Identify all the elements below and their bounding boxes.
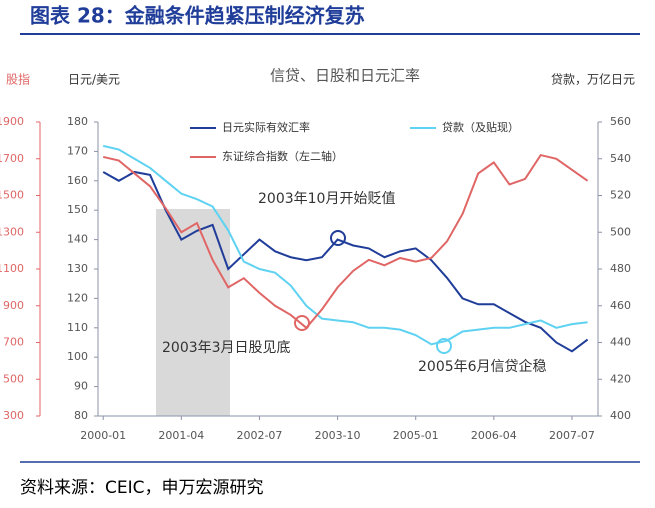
y2-tick-label: 480 (610, 262, 631, 275)
series-line (102, 170, 589, 353)
x-tick-label: 2005-01 (393, 429, 439, 442)
y3-tick-label: 500 (3, 372, 24, 385)
y3-label: 股指 (6, 72, 30, 87)
y2-tick-label: 520 (610, 189, 631, 202)
y2-label: 贷款，万亿日元 (551, 72, 635, 87)
y-tick-label: 100 (67, 350, 88, 363)
x-tick-label: 2000-01 (80, 429, 126, 442)
annotation-marker (294, 315, 310, 331)
legend-label: 日元实际有效汇率 (222, 120, 310, 134)
annotation: 2005年6月信贷企稳 (418, 358, 547, 375)
y2-tick-label: 420 (610, 372, 631, 385)
legend-label: 贷款（及贴现） (442, 120, 519, 134)
y-tick-label: 160 (67, 174, 88, 187)
shade (156, 209, 230, 416)
y-tick-label: 120 (67, 291, 88, 304)
legend-label: 东证综合指数（左二轴） (222, 149, 343, 163)
y3-tick-label: 900 (3, 299, 24, 312)
y2-tick-label: 440 (610, 336, 631, 349)
y2-tick-label: 460 (610, 299, 631, 312)
series-line (102, 144, 588, 346)
annotation-marker (330, 230, 346, 246)
y3-tick-label: 1300 (0, 225, 24, 238)
y2-tick-label: 400 (610, 409, 631, 422)
y-tick-label: 80 (74, 409, 88, 422)
x-tick-label: 2002-07 (236, 429, 282, 442)
y-tick-label: 140 (67, 233, 88, 246)
chart-title: 信贷、日股和日元汇率 (270, 67, 420, 85)
y3-tick-label: 1700 (0, 152, 24, 165)
header: 图表 28：金融条件趋紧压制经济复苏 (30, 4, 365, 28)
y3-tick-label: 300 (3, 409, 24, 422)
y2-tick-label: 500 (610, 225, 631, 238)
y-tick-label: 170 (67, 144, 88, 157)
y-tick-label: 180 (67, 115, 88, 128)
y-tick-label: 90 (74, 380, 88, 393)
series-line (102, 153, 589, 330)
x-tick-label: 2003-10 (315, 429, 361, 442)
y-tick-label: 150 (67, 203, 88, 216)
y-tick-label: 130 (67, 262, 88, 275)
footer: 资料来源：CEIC，申万宏源研究 (20, 478, 264, 498)
annotation: 2003年10月开始贬值 (258, 191, 395, 207)
x-tick-label: 2007-07 (549, 429, 595, 442)
y3-tick-label: 1500 (0, 189, 24, 202)
y2-tick-label: 540 (610, 152, 631, 165)
annotation-marker (436, 338, 452, 354)
y3-tick-label: 1100 (0, 262, 24, 275)
x-tick-label: 2006-04 (471, 429, 517, 442)
y3-tick-label: 1900 (0, 115, 24, 128)
y-label: 日元/美元 (68, 73, 120, 87)
y3-tick-label: 700 (3, 336, 24, 349)
y2-tick-label: 560 (610, 115, 631, 128)
annotation: 2003年3月日股见底 (162, 340, 291, 356)
x-tick-label: 2001-04 (158, 429, 204, 442)
y-tick-label: 110 (67, 321, 88, 334)
